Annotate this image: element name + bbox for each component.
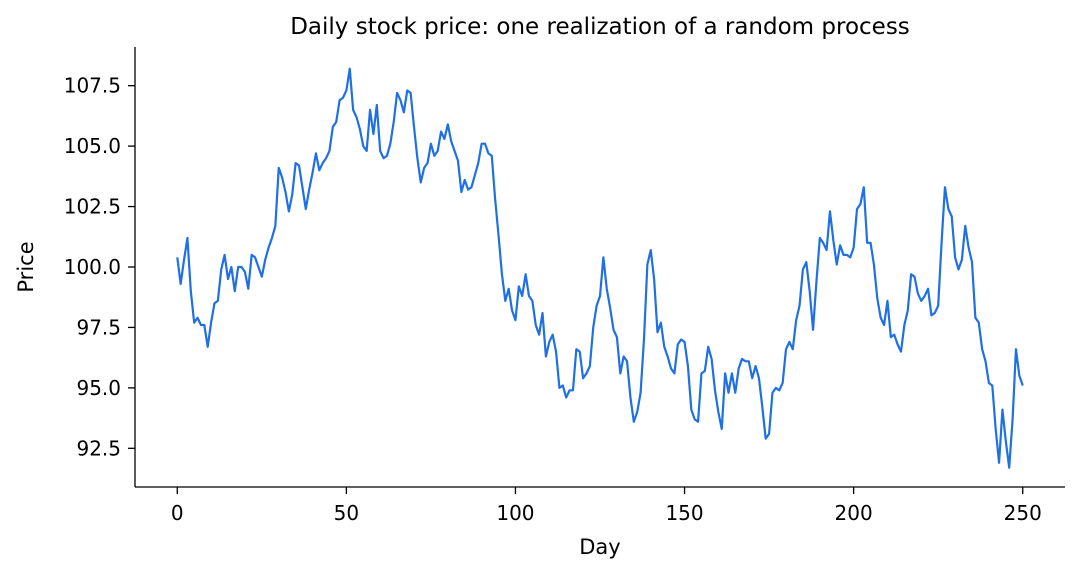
x-tick-label: 150 — [665, 501, 703, 525]
plot-area — [176, 67, 1024, 469]
x-tick-label: 250 — [1004, 501, 1042, 525]
y-tick-label: 102.5 — [64, 195, 121, 219]
price-series-line — [176, 67, 1024, 469]
x-tick-label: 0 — [171, 501, 184, 525]
y-tick-label: 107.5 — [64, 74, 121, 98]
x-tick-label: 50 — [334, 501, 359, 525]
y-tick-label: 100.0 — [64, 255, 121, 279]
x-axis-label: Day — [579, 535, 620, 559]
y-tick-label: 97.5 — [76, 315, 121, 339]
y-tick-label: 92.5 — [76, 436, 121, 460]
y-axis-label: Price — [14, 241, 38, 292]
x-tick-label: 200 — [835, 501, 873, 525]
y-tick-label: 105.0 — [64, 134, 121, 158]
y-axis-ticks: 92.5 95.0 97.5 100.0 102.5 105.0 107.5 — [64, 74, 135, 460]
y-tick-label: 95.0 — [76, 376, 121, 400]
x-axis-ticks: 0 50 100 150 200 250 — [171, 487, 1042, 525]
chart-title: Daily stock price: one realization of a … — [290, 14, 910, 40]
x-tick-label: 100 — [496, 501, 534, 525]
